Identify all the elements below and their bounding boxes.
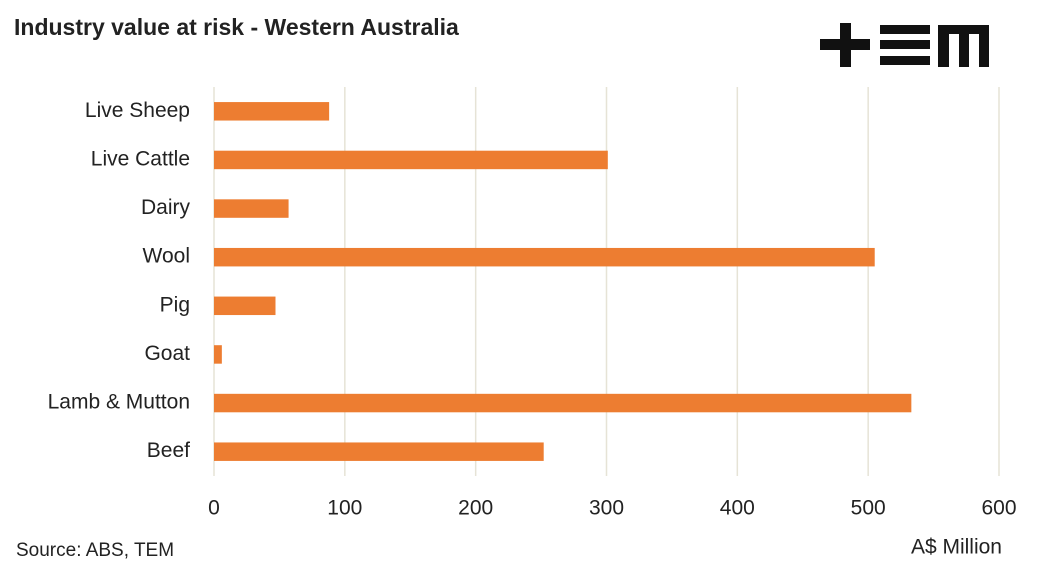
x-tick-label: 0 <box>208 497 220 520</box>
x-tick-label: 300 <box>589 497 624 520</box>
y-tick-label: Wool <box>143 245 190 268</box>
bar <box>214 345 222 364</box>
x-axis-label: A$ Million <box>911 536 1002 559</box>
bar <box>214 150 608 170</box>
x-tick-label: 500 <box>851 497 886 520</box>
logo <box>820 23 989 67</box>
x-tick-label: 100 <box>327 497 362 520</box>
bar <box>214 199 289 218</box>
y-tick-label: Dairy <box>141 196 191 219</box>
x-tick-label: 200 <box>458 497 493 520</box>
bar <box>214 102 330 121</box>
bar <box>214 296 276 316</box>
y-tick-label: Live Cattle <box>91 147 190 170</box>
y-tick-label: Beef <box>147 439 190 462</box>
bar <box>214 442 544 461</box>
bar <box>214 393 912 413</box>
source-note: Source: ABS, TEM <box>16 540 174 561</box>
y-tick-label: Live Sheep <box>85 99 190 122</box>
bar <box>214 247 875 267</box>
y-tick-label: Goat <box>144 342 190 365</box>
x-tick-label: 400 <box>720 497 755 520</box>
y-tick-label: Pig <box>160 293 190 316</box>
x-tick-label: 600 <box>981 497 1016 520</box>
chart-title: Industry value at risk - Western Austral… <box>14 14 459 40</box>
y-tick-label: Lamb & Mutton <box>48 391 190 414</box>
